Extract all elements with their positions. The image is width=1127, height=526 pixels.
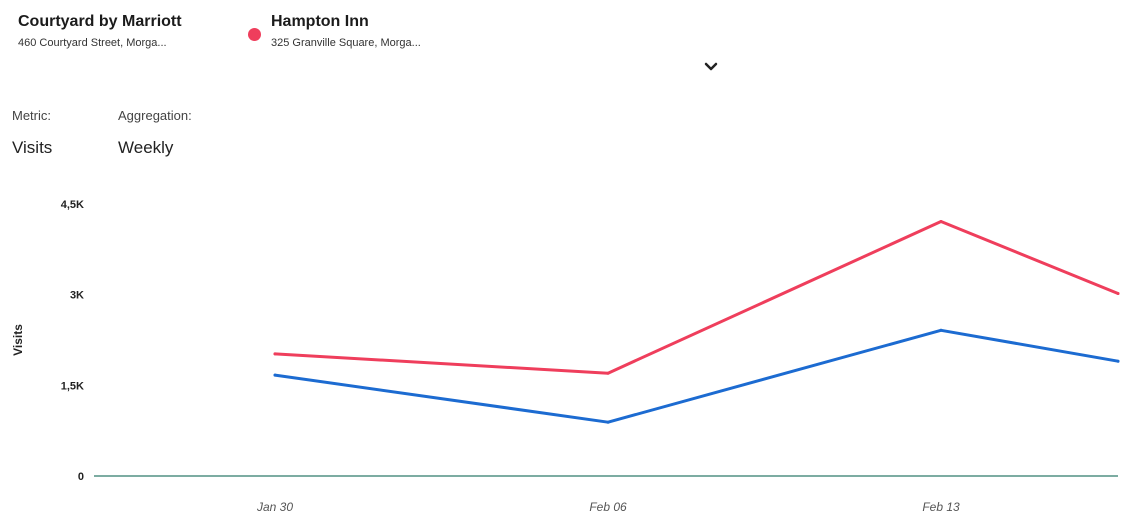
data-point[interactable] — [1116, 359, 1120, 363]
metric-label: Metric: — [12, 108, 51, 123]
data-point[interactable] — [273, 373, 277, 377]
aggregation-value[interactable]: Weekly — [118, 138, 174, 157]
y-tick-label: 1,5K — [61, 380, 84, 392]
series-line-0 — [273, 220, 1120, 375]
metric-value[interactable]: Visits — [12, 138, 53, 157]
data-point[interactable] — [606, 371, 610, 375]
series-line-1 — [273, 328, 1120, 424]
y-tick-label: 0 — [78, 471, 84, 483]
metric-selector[interactable]: Metric: Visits — [12, 108, 52, 158]
data-point[interactable] — [939, 328, 943, 332]
venue-name-courtyard: Courtyard by Marriott — [18, 13, 182, 30]
aggregation-selector[interactable]: Aggregation: Weekly — [118, 108, 192, 158]
x-tick-label: Jan 30 — [256, 500, 293, 514]
x-tick-label: Feb 06 — [589, 500, 627, 514]
y-tick-label: 3K — [70, 290, 84, 302]
venue-courtyard[interactable]: Courtyard by Marriott 460 Courtyard Stre… — [18, 12, 182, 49]
legend-dot-hampton — [248, 28, 261, 41]
chevron-down-icon[interactable] — [700, 56, 722, 78]
data-point[interactable] — [1116, 292, 1120, 295]
visits-line-chart: Visits 0 1,5K 3K 4,5K Jan 30 Feb 06 Feb 13 — [11, 199, 1120, 514]
data-point[interactable] — [939, 220, 943, 223]
y-tick-label: 4,5K — [61, 199, 84, 211]
x-tick-label: Feb 13 — [922, 500, 960, 514]
aggregation-label: Aggregation: — [118, 108, 192, 123]
venue-address-hampton: 325 Granville Square, Morga... — [271, 37, 421, 49]
data-point[interactable] — [606, 420, 610, 424]
y-axis-label: Visits — [11, 324, 25, 356]
data-point[interactable] — [273, 352, 277, 356]
venue-address-courtyard: 460 Courtyard Street, Morga... — [18, 37, 167, 49]
venue-name-hampton: Hampton Inn — [271, 13, 369, 30]
venue-hampton[interactable]: Hampton Inn 325 Granville Square, Morga.… — [248, 12, 421, 49]
